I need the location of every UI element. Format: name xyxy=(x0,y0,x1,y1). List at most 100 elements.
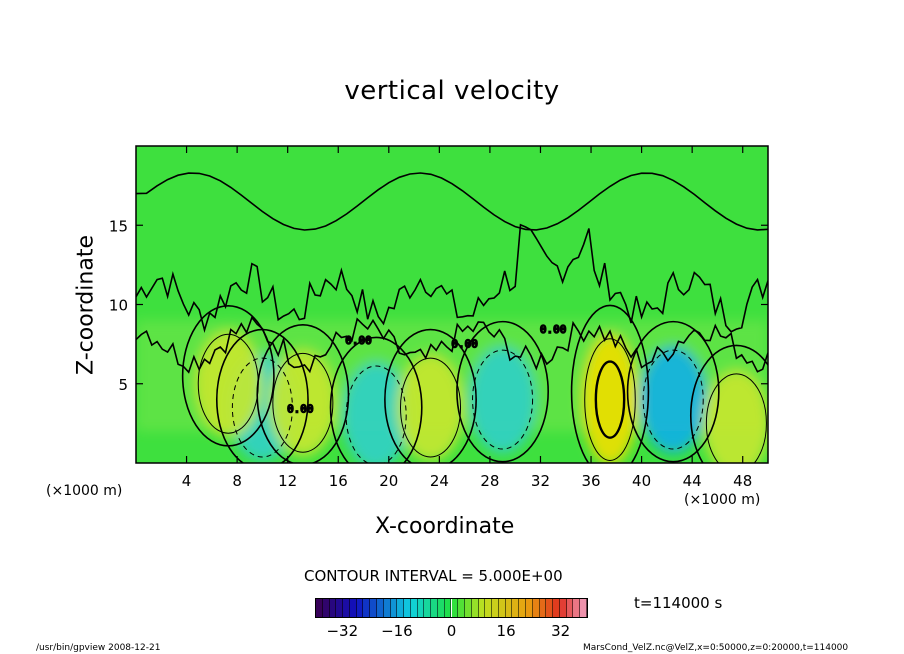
x-tick-label: 8 xyxy=(232,472,242,490)
colorbar-segment xyxy=(329,599,337,617)
colorbar-segment xyxy=(404,599,411,617)
footer-command: /usr/bin/gpview 2008-12-21 xyxy=(36,643,161,653)
colorbar-segment xyxy=(539,599,547,617)
x-tick-label: 40 xyxy=(632,472,651,490)
feature-downdraft xyxy=(639,346,707,454)
feature-contour xyxy=(584,338,636,461)
x-tick-label: 4 xyxy=(182,472,192,490)
feature-contour xyxy=(642,349,704,450)
x-tick-label: 44 xyxy=(683,472,702,490)
contour-value-label: 0.00 xyxy=(287,402,314,415)
feature-contour xyxy=(472,349,534,450)
x-tick-label: 16 xyxy=(329,472,348,490)
contour-line xyxy=(136,172,768,231)
x-tick-label: 28 xyxy=(480,472,499,490)
colorbar-segment xyxy=(512,599,520,617)
colorbar-segment xyxy=(417,599,425,617)
colorbar-segment xyxy=(336,599,344,617)
feature-contour xyxy=(345,365,407,463)
y-tick-label: 15 xyxy=(109,217,128,235)
colorbar-tick-label: 32 xyxy=(551,622,571,640)
colorbar-segment xyxy=(444,599,452,617)
colorbar-segment xyxy=(559,599,567,617)
colorbar-segment xyxy=(431,599,438,617)
footer-source: MarsCond_VelZ.nc@VelZ,x=0:50000,z=0:2000… xyxy=(583,643,849,653)
feature-updraft xyxy=(194,330,262,438)
colorbar-segment xyxy=(580,599,587,617)
zero-contour xyxy=(329,336,423,463)
colorbar-segment xyxy=(505,599,513,617)
colorbar-segment xyxy=(410,599,418,617)
colorbar-segment xyxy=(478,599,486,617)
colorbar-segment xyxy=(383,599,391,617)
x-tick-label: 32 xyxy=(531,472,550,490)
colorbar-segment xyxy=(519,599,527,617)
x-tick-label: 36 xyxy=(581,472,600,490)
contour-line xyxy=(136,223,768,334)
colorbar-segment xyxy=(349,599,357,617)
contour-line xyxy=(136,315,768,374)
colorbar-segment xyxy=(553,599,560,617)
contour-value-label: 0.00 xyxy=(345,334,372,347)
x-tick-label: 12 xyxy=(278,472,297,490)
colorbar-segment xyxy=(526,599,533,617)
feature-contour xyxy=(231,357,293,458)
colorbar-segment xyxy=(356,599,364,617)
contour-interval-label: CONTOUR INTERVAL = 5.000E+00 xyxy=(304,567,563,585)
colorbar-segment xyxy=(363,599,371,617)
colorbar-segment xyxy=(465,599,472,617)
contour-value-label: 0.00 xyxy=(451,337,478,350)
colorbar-segment xyxy=(376,599,384,617)
x-tick-label: 24 xyxy=(430,472,449,490)
x-tick-label: 20 xyxy=(379,472,398,490)
colorbar-segment xyxy=(322,599,330,617)
colorbar-segment xyxy=(498,599,506,617)
zero-contour xyxy=(384,328,477,463)
colorbar-segment xyxy=(471,599,479,617)
x-unit-label-left: (×1000 m) xyxy=(46,483,123,499)
y-tick-label: 10 xyxy=(109,297,128,315)
colorbar-segment xyxy=(390,599,398,617)
colorbar-segment xyxy=(451,599,459,617)
y-tick-label: 5 xyxy=(118,376,128,394)
x-axis-label: X-coordinate xyxy=(375,514,515,539)
feature-contour xyxy=(399,357,462,458)
colorbar-segment xyxy=(316,599,323,617)
colorbar-segment xyxy=(370,599,377,617)
colorbar-segment xyxy=(492,599,499,617)
colorbar xyxy=(315,598,588,618)
zero-contour xyxy=(570,304,650,463)
chart-title: vertical velocity xyxy=(344,76,560,106)
feature-contour xyxy=(705,373,767,463)
feature-updraft xyxy=(396,353,465,462)
colorbar-tick-label: 16 xyxy=(496,622,516,640)
colorbar-segment xyxy=(573,599,581,617)
colorbar-tick-label: −16 xyxy=(381,622,413,640)
feature-updraft xyxy=(581,333,639,463)
zero-contour xyxy=(456,320,549,463)
colorbar-segment xyxy=(458,599,466,617)
colorbar-segment xyxy=(343,599,350,617)
feature-downdraft xyxy=(468,346,537,454)
x-unit-label-right: (×1000 m) xyxy=(684,492,761,508)
zero-contour xyxy=(626,320,720,463)
colorbar-tick-label: −32 xyxy=(326,622,359,640)
x-tick-label: 48 xyxy=(733,472,752,490)
colorbar-segment xyxy=(532,599,540,617)
colorbar-segment xyxy=(546,599,554,617)
colorbar-segment xyxy=(566,599,574,617)
colorbar-tick-label: 0 xyxy=(446,622,457,640)
colorbar-segment xyxy=(485,599,493,617)
feature-updraft xyxy=(702,369,768,463)
y-axis-label: Z-coordinate xyxy=(73,235,99,375)
colorbar-segment xyxy=(397,599,405,617)
feature-contour xyxy=(197,333,259,434)
contour-value-label: 0.00 xyxy=(540,323,567,336)
feature-contour xyxy=(272,352,334,453)
feature-contour-inner xyxy=(594,360,626,439)
colorbar-segment xyxy=(424,599,432,617)
colorbar-segment xyxy=(437,599,445,617)
zero-contour xyxy=(689,344,768,463)
time-label: t=114000 s xyxy=(634,594,723,612)
